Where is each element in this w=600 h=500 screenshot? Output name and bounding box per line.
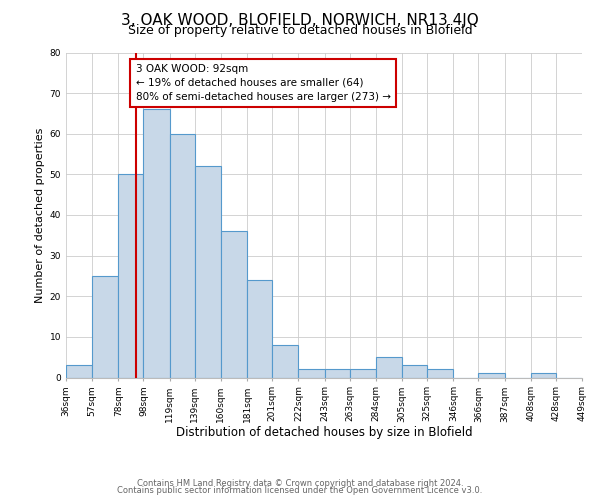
Bar — [272, 345, 298, 378]
Y-axis label: Number of detached properties: Number of detached properties — [35, 128, 46, 302]
Bar — [143, 110, 170, 378]
Text: Contains HM Land Registry data © Crown copyright and database right 2024.: Contains HM Land Registry data © Crown c… — [137, 478, 463, 488]
Bar — [531, 374, 556, 378]
Bar — [118, 174, 143, 378]
Bar — [194, 166, 221, 378]
Bar — [92, 276, 118, 378]
Bar — [376, 357, 402, 378]
Text: 3, OAK WOOD, BLOFIELD, NORWICH, NR13 4JQ: 3, OAK WOOD, BLOFIELD, NORWICH, NR13 4JQ — [121, 13, 479, 28]
Bar — [221, 231, 247, 378]
Bar — [427, 370, 454, 378]
Bar — [170, 134, 194, 378]
Bar — [402, 366, 427, 378]
Bar — [350, 370, 376, 378]
Text: Contains public sector information licensed under the Open Government Licence v3: Contains public sector information licen… — [118, 486, 482, 495]
Bar — [325, 370, 350, 378]
X-axis label: Distribution of detached houses by size in Blofield: Distribution of detached houses by size … — [176, 426, 472, 438]
Bar — [298, 370, 325, 378]
Bar — [478, 374, 505, 378]
Text: Size of property relative to detached houses in Blofield: Size of property relative to detached ho… — [128, 24, 472, 37]
Text: 3 OAK WOOD: 92sqm
← 19% of detached houses are smaller (64)
80% of semi-detached: 3 OAK WOOD: 92sqm ← 19% of detached hous… — [136, 64, 391, 102]
Bar — [247, 280, 272, 378]
Bar — [66, 366, 92, 378]
